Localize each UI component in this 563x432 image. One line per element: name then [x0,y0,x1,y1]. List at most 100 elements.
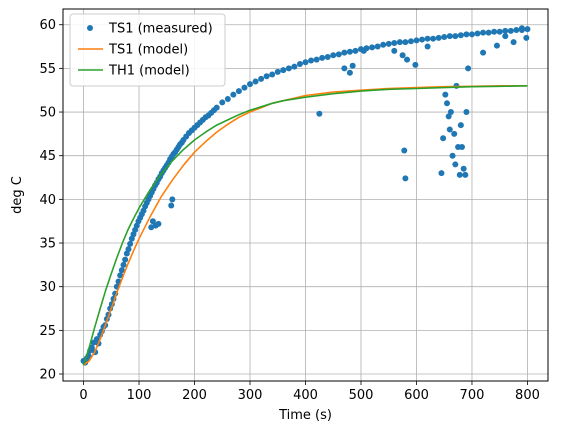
data-point-ts1-measured [460,165,467,172]
data-point-ts1-measured [127,240,134,247]
data-point-ts1-measured [449,152,456,159]
x-tick-label: 700 [460,388,485,403]
data-point-ts1-measured [341,49,348,56]
data-point-ts1-measured [252,78,259,85]
x-tick-label: 400 [293,388,318,403]
data-point-ts1-measured [88,344,95,351]
legend-label: TH1 (model) [108,64,190,79]
x-tick-label: 600 [404,388,429,403]
data-point-ts1-measured [341,65,348,72]
data-point-ts1-measured [451,130,458,137]
data-point-ts1-measured [442,91,449,98]
data-point-ts1-measured [474,30,481,37]
data-point-ts1-measured [424,43,431,50]
data-point-ts1-measured [419,36,426,43]
data-point-ts1-measured [452,161,459,168]
data-point-ts1-measured [424,35,431,42]
data-point-ts1-measured [125,246,132,253]
data-point-ts1-measured [149,218,156,225]
data-point-ts1-measured [457,122,464,129]
data-point-ts1-measured [468,31,475,38]
data-point-ts1-measured [441,33,448,40]
data-point-ts1-measured [524,26,531,33]
data-point-ts1-measured [380,41,387,48]
legend-marker [87,25,93,31]
data-point-ts1-measured [502,27,509,34]
data-point-ts1-measured [485,29,492,36]
data-point-ts1-measured [456,171,463,178]
data-point-ts1-measured [402,39,409,46]
data-point-ts1-measured [324,54,331,61]
data-point-ts1-measured [291,63,298,70]
series-line-ts1-model [83,85,528,366]
data-point-ts1-measured [518,25,525,32]
data-point-ts1-measured [407,38,414,45]
data-point-ts1-measured [446,126,453,133]
data-point-ts1-measured [235,88,242,95]
data-point-ts1-measured [452,33,459,40]
data-point-ts1-measured [444,100,451,107]
data-point-ts1-measured [258,75,265,82]
x-tick-label: 300 [238,388,263,403]
data-point-ts1-measured [118,267,125,274]
y-axis-label: deg C [10,176,25,214]
data-point-ts1-measured [480,29,487,36]
data-point-ts1-measured [117,272,124,279]
data-point-ts1-measured [402,175,409,182]
data-point-ts1-measured [346,69,353,76]
x-tick-label: 100 [127,388,152,403]
data-point-ts1-measured [463,31,470,38]
data-point-ts1-measured [463,109,470,116]
x-tick-label: 800 [515,388,540,403]
data-point-ts1-measured [412,61,419,68]
data-point-ts1-measured [413,37,420,44]
data-point-ts1-measured [502,33,509,40]
data-point-ts1-measured [302,59,309,66]
data-point-ts1-measured [349,62,356,69]
data-point-ts1-measured [465,65,472,72]
y-tick-label: 40 [39,193,56,208]
data-point-ts1-measured [446,33,453,40]
data-point-ts1-measured [391,47,398,54]
data-point-ts1-measured [457,32,464,39]
data-point-ts1-measured [148,224,155,231]
data-point-ts1-measured [374,43,381,50]
data-point-ts1-measured [430,35,437,42]
x-tick-label: 500 [349,388,374,403]
x-tick-label: 200 [182,388,207,403]
data-point-ts1-measured [296,61,303,68]
data-point-ts1-measured [269,71,276,78]
data-point-ts1-measured [274,68,281,75]
data-point-ts1-measured [169,196,176,203]
data-point-ts1-measured [319,54,326,61]
y-tick-label: 30 [39,280,56,295]
plot-series [80,25,531,366]
data-point-ts1-measured [491,28,498,35]
data-point-ts1-measured [352,47,359,54]
legend-label: TS1 (measured) [108,22,213,37]
data-point-ts1-measured [155,220,162,227]
data-point-ts1-measured [510,39,517,46]
data-point-ts1-measured [507,27,514,34]
data-point-ts1-measured [513,26,520,33]
data-point-ts1-measured [316,110,323,117]
data-point-ts1-measured [458,143,465,150]
data-point-ts1-measured [120,261,127,268]
x-axis-label: Time (s) [278,408,332,423]
data-point-ts1-measured [280,67,287,74]
legend-label: TS1 (model) [108,43,188,58]
data-point-ts1-measured [308,57,315,64]
data-point-ts1-measured [404,56,411,63]
data-point-ts1-measured [285,65,292,72]
data-point-ts1-measured [241,84,248,91]
data-point-ts1-measured [230,91,237,98]
data-point-ts1-measured [369,44,376,51]
legend: TS1 (measured) TS1 (model) TH1 (model) [69,13,226,87]
axis-ticks: 0 100 200 300 400 500 600 700 800 20 25 30 35 40 45 50 5… [39,18,539,403]
data-point-ts1-measured [399,52,406,59]
y-tick-label: 60 [39,18,56,33]
data-point-ts1-measured [122,256,129,263]
data-point-ts1-measured [168,202,175,209]
x-tick-label: 0 [79,388,87,403]
data-point-ts1-measured [396,39,403,46]
